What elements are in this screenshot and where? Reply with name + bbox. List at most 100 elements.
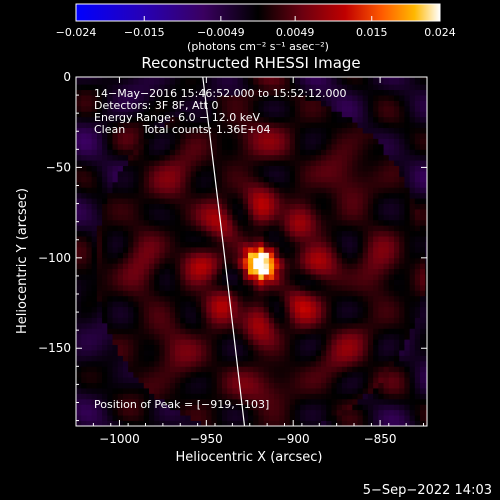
heatmap-cell	[154, 274, 160, 280]
heatmap-cell	[227, 246, 233, 253]
heatmap-cell	[122, 252, 129, 259]
heatmap-cell	[248, 306, 254, 313]
heatmap-cell	[237, 171, 244, 177]
heatmap-cell	[159, 165, 166, 172]
heatmap-cell	[164, 263, 171, 270]
heatmap-cell	[331, 219, 338, 226]
heatmap-cell	[310, 268, 317, 275]
heatmap-cell	[195, 322, 202, 329]
heatmap-cell	[263, 312, 270, 318]
heatmap-cell	[175, 171, 181, 177]
heatmap-cell	[190, 181, 197, 188]
heatmap-cell	[164, 284, 171, 291]
heatmap-cell	[164, 89, 171, 96]
heatmap-cell	[263, 100, 270, 107]
heatmap-cell	[420, 122, 426, 129]
heatmap-cell	[221, 214, 228, 221]
heatmap-cell	[96, 263, 103, 270]
heatmap-cell	[91, 355, 98, 362]
heatmap-cell	[373, 149, 379, 156]
heatmap-cell	[164, 301, 171, 308]
heatmap-cell	[180, 420, 186, 426]
heatmap-cell	[347, 420, 353, 426]
heatmap-cell	[263, 377, 270, 383]
heatmap-cell	[305, 154, 311, 161]
heatmap-cell	[305, 317, 311, 324]
heatmap-cell	[279, 328, 285, 335]
heatmap-cell	[263, 257, 270, 264]
heatmap-cell	[367, 284, 374, 291]
heatmap-cell	[362, 160, 369, 166]
heatmap-cell	[284, 246, 291, 253]
heatmap-cell	[378, 328, 384, 335]
heatmap-cell	[326, 339, 332, 346]
heatmap-cell	[310, 360, 317, 367]
heatmap-cell	[211, 263, 218, 270]
heatmap-cell	[399, 306, 405, 313]
heatmap-cell	[420, 203, 426, 210]
heatmap-cell	[258, 295, 265, 302]
heatmap-cell	[305, 371, 311, 378]
heatmap-cell	[284, 95, 291, 101]
heatmap-cell	[300, 388, 306, 394]
heatmap-cell	[279, 149, 285, 156]
heatmap-cell	[169, 377, 176, 383]
heatmap-cell	[393, 149, 400, 156]
heatmap-cell	[321, 77, 327, 80]
heatmap-cell	[81, 203, 87, 210]
heatmap-cell	[331, 246, 338, 253]
heatmap-cell	[206, 295, 212, 302]
heatmap-cell	[138, 203, 145, 210]
heatmap-cell	[388, 214, 395, 221]
heatmap-cell	[164, 78, 171, 85]
heatmap-cell	[169, 420, 176, 426]
heatmap-cell	[164, 382, 171, 389]
heatmap-cell	[122, 77, 129, 80]
heatmap-cell	[378, 143, 384, 150]
heatmap-cell	[253, 160, 259, 166]
heatmap-cell	[237, 127, 244, 134]
heatmap-cell	[102, 382, 108, 389]
heatmap-cell	[315, 84, 322, 91]
heatmap-cell	[300, 154, 306, 161]
heatmap-cell	[409, 279, 416, 286]
heatmap-cell	[201, 209, 207, 215]
heatmap-cell	[159, 306, 166, 313]
heatmap-cell	[164, 160, 171, 166]
heatmap-cell	[393, 89, 400, 96]
heatmap-cell	[180, 404, 186, 411]
heatmap-cell	[321, 339, 327, 346]
heatmap-cell	[420, 225, 426, 232]
heatmap-cell	[279, 143, 285, 150]
heatmap-cell	[383, 143, 390, 150]
heatmap-cell	[326, 225, 332, 232]
heatmap-cell	[102, 409, 108, 416]
heatmap-cell	[347, 214, 353, 221]
heatmap-cell	[404, 176, 411, 183]
heatmap-cell	[274, 198, 280, 204]
heatmap-cell	[425, 317, 427, 324]
heatmap-cell	[180, 290, 186, 297]
heatmap-cell	[206, 398, 212, 405]
heatmap-cell	[347, 138, 353, 145]
heatmap-cell	[91, 360, 98, 367]
heatmap-cell	[221, 246, 228, 253]
heatmap-cell	[274, 371, 280, 378]
heatmap-cell	[169, 89, 176, 96]
heatmap-cell	[102, 388, 108, 394]
heatmap-cell	[305, 279, 311, 286]
heatmap-cell	[81, 290, 87, 297]
heatmap-cell	[326, 127, 332, 134]
heatmap-cell	[211, 393, 218, 400]
heatmap-cell	[237, 350, 244, 356]
heatmap-cell	[399, 154, 405, 161]
heatmap-cell	[279, 154, 285, 161]
heatmap-cell	[425, 409, 427, 416]
heatmap-cell	[86, 290, 93, 297]
x-tick-label: −1000	[99, 432, 140, 446]
heatmap-cell	[420, 257, 426, 264]
heatmap-cell	[253, 263, 259, 270]
heatmap-cell	[409, 301, 416, 308]
heatmap-cell	[117, 138, 124, 145]
heatmap-cell	[289, 78, 296, 85]
